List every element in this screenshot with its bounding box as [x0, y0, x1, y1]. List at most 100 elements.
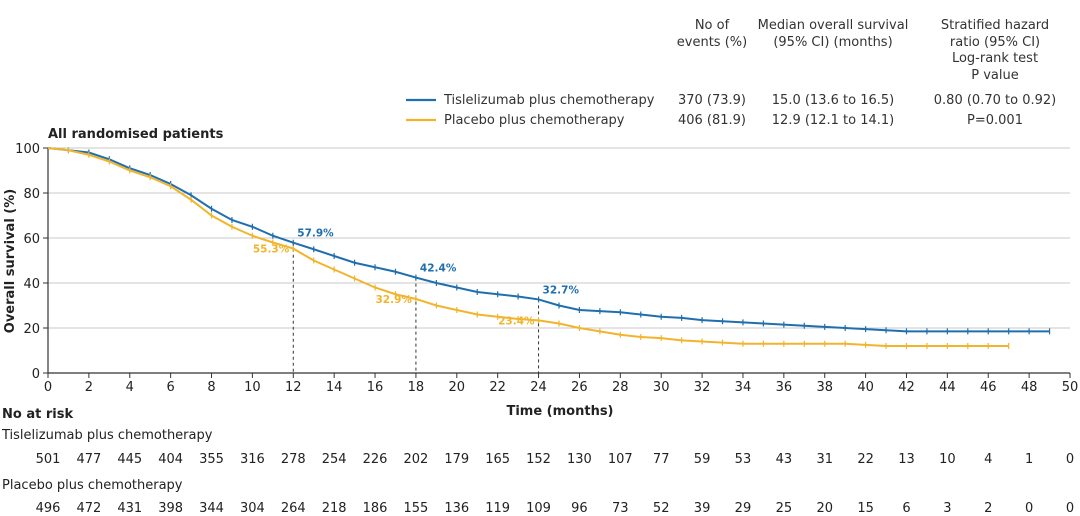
x-tick-label: 0 — [44, 380, 52, 395]
at-risk-table: No at risk Tislelizumab plus chemotherap… — [1, 407, 1074, 516]
at-risk-label-placebo: Placebo plus chemotherapy — [2, 478, 183, 493]
at-risk-value: 53 — [735, 452, 752, 467]
annotation-label: 32.7% — [543, 284, 580, 296]
x-tick-label: 18 — [408, 380, 425, 395]
at-risk-value: 4 — [984, 452, 992, 467]
at-risk-value: 109 — [526, 501, 551, 516]
at-risk-value: 20 — [816, 501, 833, 516]
x-axis-label: Time (months) — [506, 404, 613, 419]
x-tick-label: 22 — [489, 380, 506, 395]
y-tick-label: 20 — [23, 322, 40, 337]
x-tick-label: 42 — [898, 380, 915, 395]
at-risk-value: 165 — [485, 452, 510, 467]
y-tick-label: 40 — [23, 277, 40, 292]
at-risk-value: 107 — [608, 452, 633, 467]
at-risk-value: 254 — [322, 452, 347, 467]
at-risk-value: 179 — [444, 452, 469, 467]
at-risk-value: 96 — [571, 501, 588, 516]
x-tick-label: 50 — [1062, 380, 1079, 395]
x-tick-label: 28 — [612, 380, 629, 395]
at-risk-value: 3 — [943, 501, 951, 516]
at-risk-value: 218 — [322, 501, 347, 516]
y-tick-label: 100 — [15, 142, 40, 157]
at-risk-value: 477 — [76, 452, 101, 467]
at-risk-value: 431 — [117, 501, 142, 516]
header-hr-line2: ratio (95% CI) — [950, 35, 1040, 50]
x-tick-label: 20 — [449, 380, 466, 395]
header-hr-line4: P value — [971, 68, 1018, 83]
at-risk-value: 59 — [694, 452, 711, 467]
at-risk-value: 73 — [612, 501, 629, 516]
chart-subtitle: All randomised patients — [48, 127, 224, 142]
at-risk-value: 152 — [526, 452, 551, 467]
legend-median-tislelizumab: 15.0 (13.6 to 16.5) — [772, 93, 894, 108]
legend-label-tislelizumab: Tislelizumab plus chemotherapy — [443, 93, 655, 108]
at-risk-value: 0 — [1066, 501, 1074, 516]
at-risk-label-tislelizumab: Tislelizumab plus chemotherapy — [1, 428, 213, 443]
at-risk-value: 355 — [199, 452, 224, 467]
at-risk-value: 304 — [240, 501, 265, 516]
at-risk-value: 0 — [1025, 501, 1033, 516]
at-risk-value: 13 — [898, 452, 915, 467]
at-risk-value: 344 — [199, 501, 224, 516]
legend-events-placebo: 406 (81.9) — [678, 113, 746, 128]
x-tick-label: 4 — [126, 380, 134, 395]
series-line-placebo — [47, 147, 1009, 347]
series-line-tislelizumab — [47, 147, 1050, 333]
header-hr-line1: Stratified hazard — [941, 18, 1049, 33]
at-risk-value: 43 — [776, 452, 793, 467]
at-risk-value: 186 — [363, 501, 388, 516]
x-tick-label: 36 — [776, 380, 793, 395]
x-tick-label: 44 — [939, 380, 956, 395]
series-layer — [47, 147, 1051, 349]
header-events-line1: No of — [695, 18, 730, 33]
x-tick-label: 16 — [367, 380, 384, 395]
at-risk-value: 6 — [902, 501, 910, 516]
at-risk-value: 226 — [363, 452, 388, 467]
at-risk-value: 39 — [694, 501, 711, 516]
x-tick-label: 34 — [735, 380, 752, 395]
at-risk-value: 1 — [1025, 452, 1033, 467]
legend-events-tislelizumab: 370 (73.9) — [678, 93, 746, 108]
at-risk-value: 130 — [567, 452, 592, 467]
legend-table: No of events (%) Median overall survival… — [406, 18, 1056, 128]
x-tick-label: 40 — [857, 380, 874, 395]
annotation-layer: 57.9% 55.3% 42.4% 32.9% 32.7% 23.4% — [253, 228, 580, 328]
legend-median-placebo: 12.9 (12.1 to 14.1) — [772, 113, 894, 128]
x-tick-label: 48 — [1021, 380, 1038, 395]
x-tick-label: 30 — [653, 380, 670, 395]
header-events-line2: events (%) — [677, 35, 747, 50]
y-tick-label: 0 — [32, 367, 40, 382]
at-risk-value: 0 — [1066, 452, 1074, 467]
x-tick-label: 24 — [530, 380, 547, 395]
at-risk-value: 278 — [281, 452, 306, 467]
annotation-label: 55.3% — [253, 244, 290, 256]
at-risk-value: 472 — [76, 501, 101, 516]
legend-hr-value: 0.80 (0.70 to 0.92) — [934, 93, 1056, 108]
at-risk-value: 31 — [816, 452, 833, 467]
at-risk-value: 398 — [158, 501, 183, 516]
x-tick-label: 32 — [694, 380, 711, 395]
annotation-label: 32.9% — [375, 294, 412, 306]
y-tick-label: 60 — [23, 232, 40, 247]
gridlines — [48, 147, 1070, 329]
x-tick-label: 14 — [326, 380, 343, 395]
legend-pvalue: P=0.001 — [967, 113, 1023, 128]
at-risk-value: 155 — [404, 501, 429, 516]
x-tick-label: 12 — [285, 380, 302, 395]
annotation-label: 57.9% — [297, 228, 334, 240]
annotation-label: 42.4% — [420, 263, 457, 275]
x-tick-label: 8 — [207, 380, 215, 395]
at-risk-value: 52 — [653, 501, 670, 516]
at-risk-value: 264 — [281, 501, 306, 516]
at-risk-value: 22 — [857, 452, 874, 467]
at-risk-value: 202 — [404, 452, 429, 467]
reference-lines — [292, 242, 540, 373]
legend-label-placebo: Placebo plus chemotherapy — [444, 113, 625, 128]
at-risk-value: 77 — [653, 452, 670, 467]
x-tick-label: 10 — [244, 380, 261, 395]
x-tick-label: 38 — [816, 380, 833, 395]
at-risk-value: 119 — [485, 501, 510, 516]
at-risk-value: 2 — [984, 501, 992, 516]
